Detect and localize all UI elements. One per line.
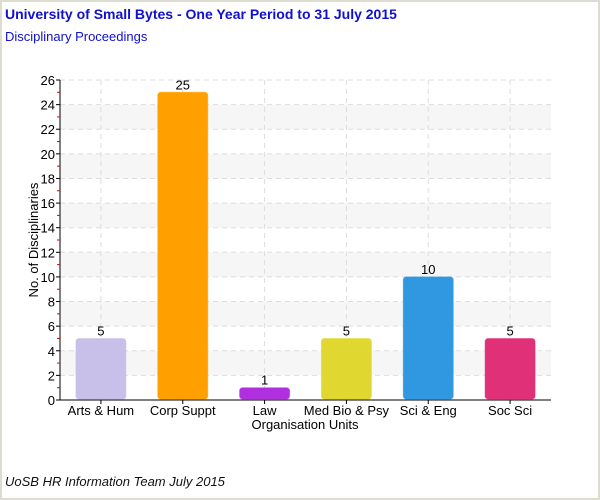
data-label: 1 [261, 373, 268, 388]
grid-band [60, 301, 551, 327]
y-tick-label: 2 [48, 368, 55, 383]
bar [75, 337, 127, 400]
x-tick-label: Law [253, 403, 277, 418]
y-tick-label: 26 [41, 73, 55, 88]
y-tick-label: 12 [41, 245, 55, 260]
grid-band [60, 252, 551, 277]
chart-subtitle: Disciplinary Proceedings [5, 29, 148, 44]
data-label: 10 [421, 262, 435, 277]
bar [484, 337, 536, 400]
y-tick-label: 8 [48, 295, 55, 310]
chart-footer: UoSB HR Information Team July 2015 [5, 474, 225, 489]
y-tick-label: 22 [41, 122, 55, 137]
data-label: 25 [176, 77, 190, 92]
x-tick-label: Corp Suppt [150, 403, 216, 418]
x-tick-label: Sci & Eng [400, 403, 457, 418]
bar [320, 337, 372, 400]
y-tick-label: 16 [41, 196, 55, 211]
bar [402, 276, 454, 400]
data-label: 5 [506, 323, 513, 338]
grid-band [60, 350, 551, 376]
bar [239, 387, 291, 400]
grid-band [60, 153, 551, 179]
y-tick-label: 14 [41, 221, 55, 236]
x-axis-label: Organisation Units [252, 417, 359, 432]
y-tick-label: 0 [48, 393, 55, 408]
data-label: 5 [343, 323, 350, 338]
chart-title: University of Small Bytes - One Year Per… [5, 6, 397, 22]
y-tick-label: 18 [41, 171, 55, 186]
y-tick-label: 6 [48, 319, 55, 334]
grid-band [60, 104, 551, 130]
y-axis-label: No. of Disciplinaries [26, 182, 41, 297]
data-label: 5 [97, 323, 104, 338]
grid-lines [60, 79, 551, 400]
y-tick-label: 4 [48, 344, 55, 359]
y-tick-label: 24 [41, 98, 55, 113]
y-tick-label: 10 [41, 270, 55, 285]
grid-bands [60, 104, 551, 376]
x-tick-label: Arts & Hum [68, 403, 134, 418]
x-tick-label: Soc Sci [488, 403, 532, 418]
bar [157, 91, 209, 400]
bars [75, 91, 536, 400]
y-tick-label: 20 [41, 147, 55, 162]
grid-band [60, 203, 551, 228]
x-tick-label: Med Bio & Psy [304, 403, 390, 418]
